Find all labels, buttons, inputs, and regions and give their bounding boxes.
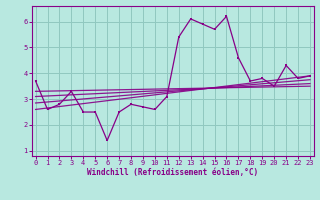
X-axis label: Windchill (Refroidissement éolien,°C): Windchill (Refroidissement éolien,°C) bbox=[87, 168, 258, 177]
